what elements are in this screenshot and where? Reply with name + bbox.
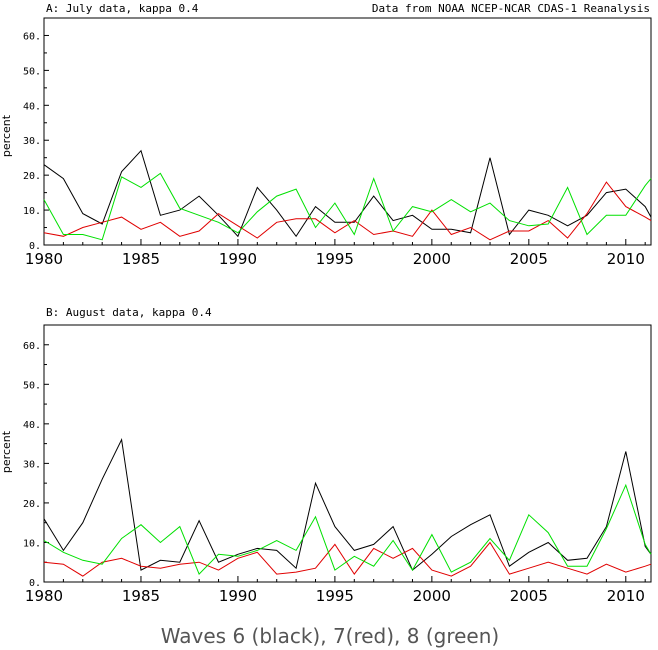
x-tick-label: 2005 xyxy=(510,587,548,605)
y-tick-label: 40. xyxy=(23,101,41,112)
y-tick-label: 0. xyxy=(29,578,41,589)
y-tick-label: 20. xyxy=(23,171,41,182)
y-tick-label: 20. xyxy=(23,499,41,510)
panel-a-xticks: 1980 1985 1990 1995 2000 2005 2010 xyxy=(25,239,646,268)
y-tick-label: 30. xyxy=(23,136,41,147)
panel-b-yticks: 0. 10. 20. 30. 40. 50. 60. xyxy=(23,341,49,589)
x-tick-label: 2010 xyxy=(607,587,645,605)
y-tick-label: 50. xyxy=(23,66,41,77)
panel-b-august: B: August data, kappa 0.4 percent 0. 10. 2… xyxy=(0,306,652,605)
x-tick-label: 1985 xyxy=(122,250,160,268)
x-tick-label: 2005 xyxy=(510,250,548,268)
panel-a-subtitle: Data from NOAA NCEP-NCAR CDAS-1 Reanalys… xyxy=(372,2,650,15)
series-line-wave-8 xyxy=(43,172,652,241)
y-tick-label: 0. xyxy=(29,241,41,252)
x-tick-label: 1990 xyxy=(219,250,257,268)
series-line-wave-7 xyxy=(43,541,652,577)
x-tick-label: 1980 xyxy=(25,250,63,268)
series-line-wave-7 xyxy=(43,181,652,241)
panel-a-title: A: July data, kappa 0.4 xyxy=(46,2,199,15)
series-line-wave-8 xyxy=(43,483,652,575)
y-tick-label: 30. xyxy=(23,459,41,470)
y-tick-label: 60. xyxy=(23,31,41,42)
panel-b-series xyxy=(43,438,652,577)
x-tick-label: 1990 xyxy=(219,587,257,605)
x-tick-label: 2000 xyxy=(413,250,451,268)
series-line-wave-6 xyxy=(43,438,652,571)
y-tick-label: 60. xyxy=(23,341,41,352)
x-tick-label: 1995 xyxy=(316,250,354,268)
x-tick-label: 2000 xyxy=(413,587,451,605)
panel-a-july: A: July data, kappa 0.4 Data from NOAA N… xyxy=(0,2,652,268)
panel-b-frame xyxy=(43,324,652,583)
panel-a-ylabel: percent xyxy=(0,114,13,157)
y-tick-label: 50. xyxy=(23,380,41,391)
y-tick-label: 10. xyxy=(23,538,41,549)
panel-a-yticks: 0. 10. 20. 30. 40. 50. 60. xyxy=(23,31,49,252)
y-tick-label: 40. xyxy=(23,420,41,431)
series-line-wave-6 xyxy=(43,149,652,238)
y-tick-label: 10. xyxy=(23,206,41,217)
caption: Waves 6 (black), 7(red), 8 (green) xyxy=(161,624,499,648)
panel-b-title: B: August data, kappa 0.4 xyxy=(46,306,212,319)
x-tick-label: 1980 xyxy=(25,587,63,605)
panel-a-series xyxy=(43,149,652,241)
x-tick-label: 2010 xyxy=(607,250,645,268)
panel-b-ylabel: percent xyxy=(0,430,13,473)
panel-b-xticks: 1980 1985 1990 1995 2000 2005 2010 xyxy=(25,576,646,605)
x-tick-label: 1985 xyxy=(122,587,160,605)
panel-a-frame xyxy=(43,17,652,246)
x-tick-label: 1995 xyxy=(316,587,354,605)
